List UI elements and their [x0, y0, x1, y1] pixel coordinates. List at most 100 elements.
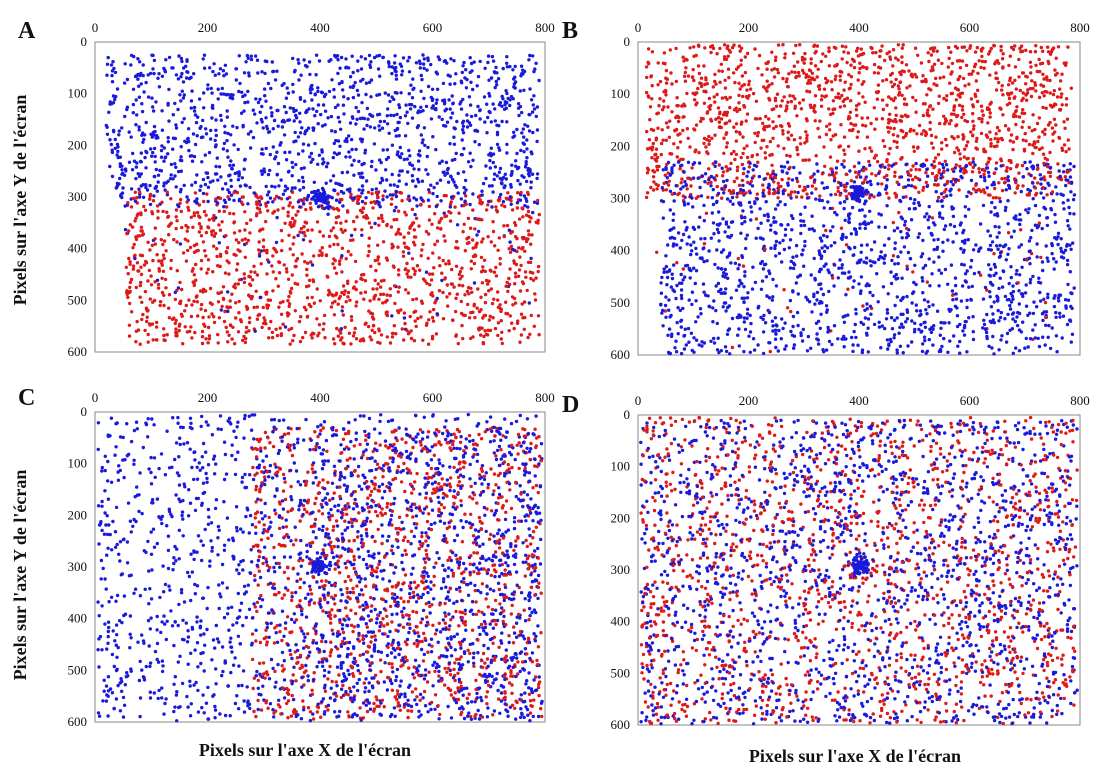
red-gaze-point — [137, 269, 141, 273]
red-gaze-point — [824, 94, 828, 98]
blue-gaze-point — [878, 164, 882, 168]
blue-gaze-point — [1055, 192, 1059, 196]
blue-gaze-point — [815, 290, 820, 295]
red-gaze-point — [702, 101, 707, 106]
blue-gaze-point — [519, 148, 523, 153]
red-gaze-point — [299, 315, 303, 319]
blue-gaze-point — [840, 263, 844, 267]
blue-gaze-point — [715, 248, 719, 252]
red-gaze-point — [833, 192, 838, 197]
blue-gaze-point — [176, 77, 181, 81]
red-gaze-point — [682, 74, 687, 79]
blue-gaze-point — [135, 113, 139, 117]
blue-gaze-point — [921, 291, 925, 295]
blue-gaze-point — [301, 149, 305, 153]
blue-gaze-point — [118, 176, 122, 181]
red-gaze-point — [261, 245, 266, 249]
red-gaze-point — [1029, 71, 1033, 75]
red-gaze-point — [204, 337, 208, 341]
red-gaze-point — [369, 338, 374, 342]
red-gaze-point — [1028, 50, 1033, 54]
red-gaze-point — [284, 267, 289, 271]
red-gaze-point — [441, 258, 445, 263]
blue-gaze-point — [514, 164, 518, 168]
blue-gaze-point — [523, 123, 527, 127]
blue-gaze-point — [330, 78, 334, 82]
red-gaze-point — [534, 220, 538, 224]
red-gaze-point — [169, 221, 173, 225]
red-gaze-point — [507, 276, 511, 281]
red-gaze-point — [290, 273, 294, 277]
blue-gaze-point — [320, 91, 325, 95]
red-gaze-point — [756, 130, 760, 135]
blue-gaze-point — [456, 171, 460, 176]
blue-gaze-point — [1024, 336, 1029, 341]
blue-gaze-point — [969, 258, 974, 263]
blue-gaze-point — [329, 179, 333, 183]
blue-gaze-point — [982, 322, 987, 327]
red-gaze-point — [353, 259, 358, 264]
blue-gaze-point — [179, 75, 183, 79]
blue-gaze-point — [246, 89, 250, 94]
blue-gaze-point — [290, 186, 295, 190]
blue-gaze-point — [246, 100, 250, 104]
blue-gaze-point — [476, 74, 481, 79]
red-gaze-point — [127, 334, 132, 338]
red-gaze-point — [902, 69, 906, 74]
blue-gaze-point — [262, 170, 267, 174]
blue-gaze-point — [961, 329, 965, 333]
red-gaze-point — [344, 257, 348, 261]
blue-gaze-point — [893, 303, 897, 308]
blue-gaze-point — [167, 87, 171, 92]
red-gaze-point — [318, 249, 322, 253]
blue-gaze-point — [1018, 212, 1022, 217]
blue-gaze-point — [380, 126, 385, 130]
red-gaze-point — [145, 315, 149, 319]
red-gaze-point — [145, 319, 149, 324]
red-gaze-point — [496, 321, 501, 325]
red-gaze-point — [942, 190, 947, 194]
blue-gaze-point — [314, 53, 319, 57]
red-gaze-point — [782, 288, 786, 292]
blue-gaze-point — [419, 89, 423, 94]
blue-gaze-point — [462, 60, 466, 65]
blue-gaze-point — [450, 111, 455, 115]
red-gaze-point — [339, 221, 343, 225]
red-gaze-point — [1062, 120, 1066, 124]
red-gaze-point — [1001, 113, 1005, 117]
blue-gaze-point — [182, 183, 186, 188]
blue-gaze-point — [939, 271, 944, 275]
blue-gaze-point — [179, 187, 183, 192]
blue-gaze-point — [357, 188, 361, 192]
red-gaze-point — [670, 82, 674, 86]
red-gaze-point — [162, 333, 166, 338]
blue-gaze-point — [921, 342, 925, 346]
blue-gaze-point — [313, 141, 317, 146]
blue-gaze-point — [469, 61, 474, 66]
red-gaze-point — [1067, 147, 1071, 151]
red-gaze-point — [988, 111, 992, 115]
red-gaze-point — [799, 107, 804, 111]
blue-gaze-point — [168, 177, 173, 181]
blue-gaze-point — [511, 68, 515, 72]
blue-gaze-point — [398, 169, 402, 173]
red-gaze-point — [869, 149, 874, 153]
blue-gaze-point — [725, 178, 729, 183]
red-gaze-point — [1024, 98, 1029, 102]
red-gaze-point — [460, 266, 464, 270]
blue-gaze-point — [173, 101, 177, 106]
red-gaze-point — [975, 45, 979, 50]
blue-gaze-point — [716, 191, 721, 196]
red-gaze-point — [242, 280, 247, 285]
x-tick-label: 600 — [423, 20, 443, 35]
red-gaze-point — [773, 58, 778, 63]
blue-gaze-point — [1011, 351, 1015, 355]
blue-gaze-point — [356, 59, 360, 63]
blue-gaze-point — [453, 82, 457, 86]
red-gaze-point — [775, 67, 780, 72]
blue-gaze-point — [917, 327, 921, 332]
red-gaze-point — [388, 293, 392, 298]
red-gaze-point — [846, 287, 850, 291]
blue-gaze-point — [527, 174, 531, 178]
blue-gaze-point — [286, 118, 290, 123]
